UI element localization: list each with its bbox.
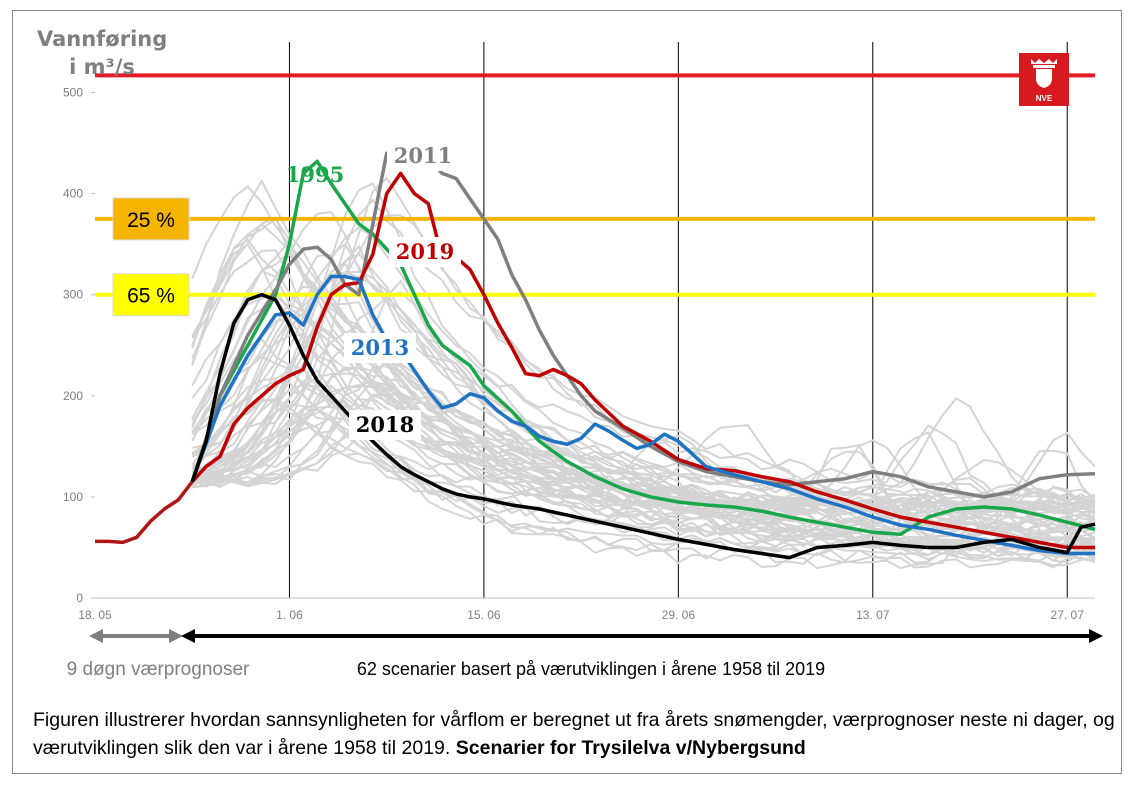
scenario-line (192, 392, 1096, 513)
series-label-2011: 2011 (394, 143, 452, 168)
y-tick-label: 100 (63, 490, 83, 504)
series-line-2011 (190, 141, 1096, 499)
scenario-line (191, 334, 1096, 557)
series-line-2013 (190, 274, 1095, 556)
x-tick-label: 27. 07 (1051, 608, 1085, 622)
series-label-2019: 2019 (396, 239, 454, 264)
series-line-2019 (190, 171, 1095, 550)
scenario-line (191, 337, 1096, 517)
scenario-line (191, 313, 1096, 508)
scenario-line (191, 367, 1096, 528)
x-tick-label: 29. 06 (662, 608, 696, 622)
threshold-label-box (112, 197, 190, 241)
scenario-line (192, 401, 1096, 527)
y-axis-label-line1: Vannføring (37, 27, 168, 51)
x-tick-label: 13. 07 (856, 608, 890, 622)
series-labels: 1995 2011 2019 2013 2018 (286, 141, 461, 440)
y-axis-label: Vannføring i m³/s (37, 25, 167, 81)
series-label-bg (389, 237, 461, 267)
caption-text: Figuren illustrerer hvordan sannsynlighe… (33, 709, 1115, 759)
lion-crest-icon (1031, 59, 1057, 88)
series-line-2018 (190, 292, 1096, 560)
scenario-arrow-right-icon (1089, 629, 1103, 643)
logo-text: NVE (1036, 94, 1053, 103)
figure-caption: Figuren illustrerer hvordan sannsynlighe… (33, 706, 1118, 762)
period-arrows: 9 døgn værprognoser 62 scenarier basert p… (67, 629, 1103, 680)
scenario-line (191, 355, 1096, 516)
axes: 18. 05 1. 06 15. 06 29. 06 13. 07 27. 07 0 100 2… (63, 86, 1095, 622)
y-tick-label: 500 (63, 86, 83, 100)
nve-logo: NVE (1019, 53, 1069, 106)
y-tick-label: 400 (63, 187, 83, 201)
scenario-line (191, 383, 1096, 556)
series-label-1995: 1995 (286, 162, 344, 187)
series-line-1995 (190, 159, 1096, 537)
y-axis-label-line2: i m³/s (69, 55, 135, 79)
forecast-arrow-left-icon (89, 629, 103, 643)
scenario-line (191, 293, 1096, 547)
y-tick-label: 0 (76, 591, 83, 605)
threshold-label: 65 % (127, 285, 175, 308)
x-tick-label: 18. 05 (78, 608, 112, 622)
flood-chart: 25 % 65 % 18. 05 1. 06 15. 06 29. 06 13. 07 27… (63, 42, 1103, 680)
series-label-2013: 2013 (351, 335, 409, 360)
scenario-line (192, 261, 1096, 567)
forecast-period-label: 9 døgn værprognoser (67, 659, 250, 680)
y-tick-label: 300 (63, 288, 83, 302)
x-tick-label: 1. 06 (276, 608, 303, 622)
series-label-bg (344, 333, 416, 363)
threshold-label-box (112, 273, 190, 317)
highlight-series (95, 141, 1096, 560)
caption-bold-title: Scenarier for Trysilelva v/Nybergsund (455, 737, 806, 759)
threshold-lines: 25 % 65 % (95, 73, 1095, 317)
history-line (95, 480, 194, 545)
figure-frame: 25 % 65 % 18. 05 1. 06 15. 06 29. 06 13. 07 27… (12, 10, 1122, 774)
y-tick-label: 200 (63, 389, 83, 403)
scenario-line (191, 217, 1096, 541)
threshold-label: 25 % (127, 209, 175, 232)
x-tick-label: 15. 06 (467, 608, 501, 622)
series-label-bg (387, 141, 459, 171)
scenario-period-label: 62 scenarier basert på værutviklingen i … (357, 659, 825, 679)
scenario-arrow-left-icon (181, 629, 195, 643)
scenario-line (192, 244, 1096, 508)
series-label-2018: 2018 (356, 412, 414, 437)
series-label-bg (349, 410, 421, 440)
scenario-line (191, 223, 1096, 539)
forecast-arrow-right-icon (169, 629, 183, 643)
